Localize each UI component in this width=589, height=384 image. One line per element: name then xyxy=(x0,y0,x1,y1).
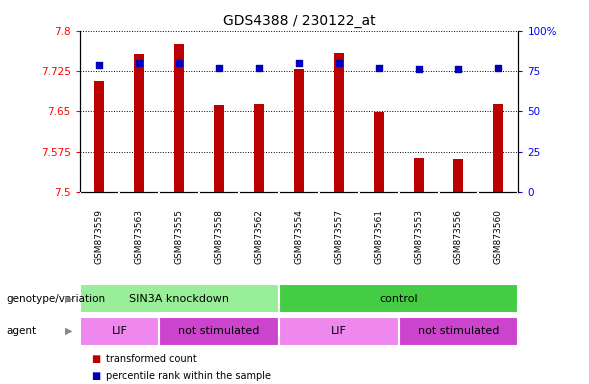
Text: GSM873559: GSM873559 xyxy=(95,209,104,264)
Point xyxy=(334,60,343,66)
Text: not stimulated: not stimulated xyxy=(178,326,260,336)
Text: GSM873556: GSM873556 xyxy=(454,209,463,264)
Bar xyxy=(214,105,224,192)
Text: ■: ■ xyxy=(91,371,101,381)
Bar xyxy=(254,104,264,192)
Title: GDS4388 / 230122_at: GDS4388 / 230122_at xyxy=(223,14,375,28)
Text: GSM873555: GSM873555 xyxy=(175,209,184,264)
Bar xyxy=(279,317,399,346)
Text: GSM873558: GSM873558 xyxy=(214,209,224,264)
Bar xyxy=(159,317,279,346)
Text: GSM873560: GSM873560 xyxy=(494,209,503,264)
Bar xyxy=(134,55,144,192)
Text: SIN3A knockdown: SIN3A knockdown xyxy=(129,293,229,304)
Bar xyxy=(334,53,344,192)
Bar xyxy=(94,81,104,192)
Point xyxy=(454,66,463,73)
Text: agent: agent xyxy=(6,326,36,336)
Point xyxy=(214,65,224,71)
Bar xyxy=(80,284,279,313)
Text: LIF: LIF xyxy=(111,326,127,336)
Text: GSM873553: GSM873553 xyxy=(414,209,423,264)
Text: genotype/variation: genotype/variation xyxy=(6,293,105,304)
Text: GSM873563: GSM873563 xyxy=(135,209,144,264)
Text: not stimulated: not stimulated xyxy=(418,326,499,336)
Text: LIF: LIF xyxy=(331,326,347,336)
Point xyxy=(494,65,503,71)
Bar xyxy=(174,44,184,192)
Bar xyxy=(294,70,304,192)
Text: GSM873561: GSM873561 xyxy=(374,209,383,264)
Point xyxy=(414,66,423,73)
Text: percentile rank within the sample: percentile rank within the sample xyxy=(106,371,271,381)
Bar xyxy=(413,158,423,192)
Text: GSM873562: GSM873562 xyxy=(254,209,263,263)
Point xyxy=(174,60,184,66)
Text: GSM873554: GSM873554 xyxy=(294,209,303,263)
Text: ▶: ▶ xyxy=(65,293,72,304)
Point xyxy=(95,61,104,68)
Point xyxy=(135,60,144,66)
Text: ▶: ▶ xyxy=(65,326,72,336)
Text: control: control xyxy=(379,293,418,304)
Bar xyxy=(399,317,518,346)
Point xyxy=(254,65,264,71)
Point xyxy=(294,60,304,66)
Bar xyxy=(80,317,159,346)
Bar xyxy=(373,113,383,192)
Text: transformed count: transformed count xyxy=(106,354,197,364)
Text: ■: ■ xyxy=(91,354,101,364)
Point xyxy=(374,65,383,71)
Bar xyxy=(279,284,518,313)
Text: GSM873557: GSM873557 xyxy=(335,209,343,264)
Bar xyxy=(454,159,464,192)
Bar xyxy=(494,104,504,192)
